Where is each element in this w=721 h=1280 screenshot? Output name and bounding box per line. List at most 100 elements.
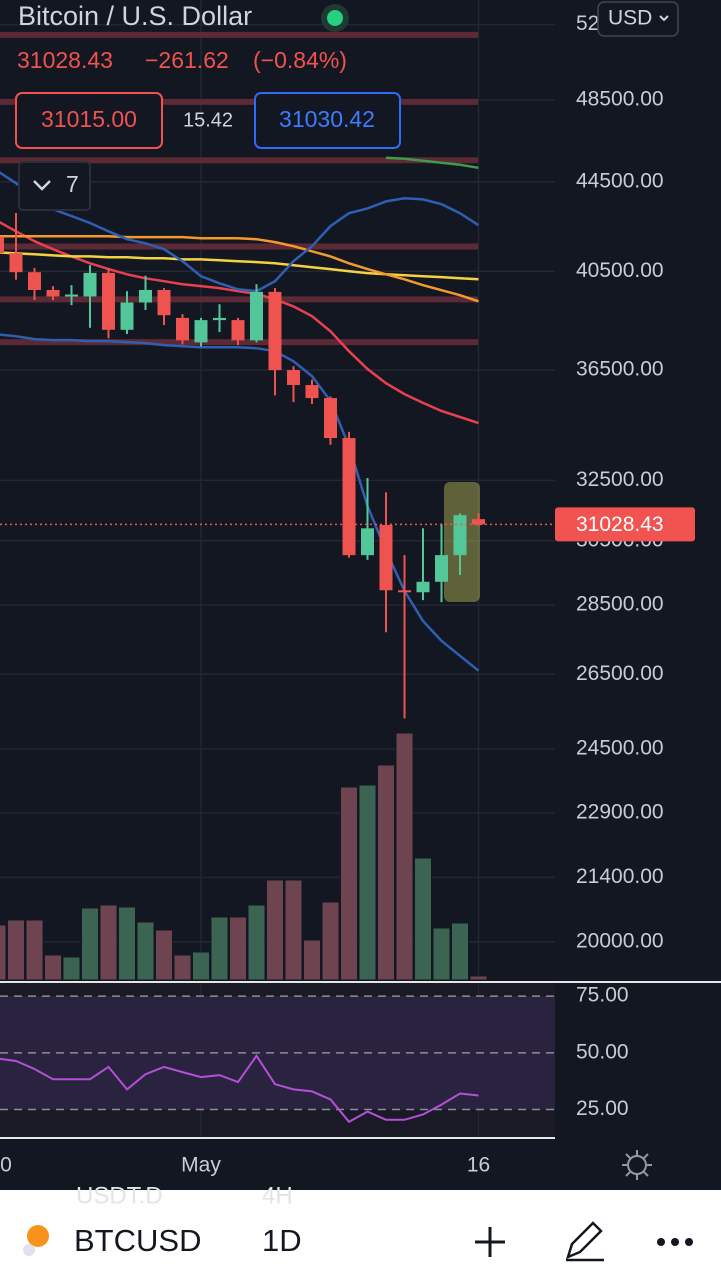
y-tick-label: 21400.00 xyxy=(576,865,664,888)
candle-body xyxy=(435,555,448,582)
currency[interactable]: USD xyxy=(608,7,652,30)
y-tick-label: 48500.00 xyxy=(576,88,664,111)
bid-price[interactable]: 31015.00 xyxy=(41,106,137,132)
volume-bar xyxy=(229,916,247,980)
y-tick-label: 36500.00 xyxy=(576,358,664,381)
settings-icon[interactable] xyxy=(622,1150,652,1180)
volume-bar xyxy=(247,904,266,980)
candle-body xyxy=(194,320,208,343)
volume-bar xyxy=(25,919,44,980)
indicator-line xyxy=(0,251,479,281)
volume-bar xyxy=(469,975,488,980)
bitcoin-icon xyxy=(27,1225,49,1247)
ask-price[interactable]: 31030.42 xyxy=(279,106,375,132)
candle-body xyxy=(139,289,152,303)
candle-body xyxy=(398,590,411,593)
y-tick-label: 24500.00 xyxy=(576,736,664,759)
indicator-line xyxy=(0,333,480,672)
volume-bar xyxy=(340,786,358,980)
last-price: 31028.43 xyxy=(17,47,113,73)
last-price-label: 31028.43 xyxy=(576,513,664,536)
volume-bar xyxy=(303,939,321,980)
candle-body xyxy=(102,272,115,330)
candle-body xyxy=(268,291,282,371)
y-tick-label: 20000.00 xyxy=(576,929,664,952)
candle-body xyxy=(28,272,41,290)
header: Bitcoin / U.S. Dollar 31028.43 −261.62 (… xyxy=(15,1,679,211)
rsi-tick-label: 25.00 xyxy=(576,1097,629,1120)
toolbar-background xyxy=(0,1190,721,1280)
buy-button[interactable] xyxy=(254,92,401,149)
indicators-count: 7 xyxy=(66,171,79,197)
volume-bar xyxy=(118,906,136,980)
volume-bar xyxy=(358,784,377,980)
candle-body xyxy=(287,370,300,386)
y-tick-label: 28500.00 xyxy=(576,593,664,616)
chevron-icon xyxy=(659,15,669,22)
candle-body xyxy=(342,438,356,556)
candle-body xyxy=(472,519,485,525)
spread: 15.42 xyxy=(183,109,233,131)
more-button[interactable] xyxy=(657,1238,693,1246)
toolbar: USDT.D 4H BTCUSD 1D xyxy=(0,1182,721,1280)
sell-button[interactable] xyxy=(15,92,163,149)
y-tick-label: 32500.00 xyxy=(576,468,664,491)
volume-bar xyxy=(395,732,414,980)
x-tick-label: 0 xyxy=(0,1154,12,1177)
volume-bar xyxy=(377,764,395,980)
currency-button[interactable] xyxy=(597,1,679,37)
volume-bar xyxy=(155,929,173,980)
usd-icon xyxy=(23,1244,35,1256)
y-tick-label: 22900.00 xyxy=(576,801,664,824)
candle-body xyxy=(250,291,263,341)
x-tick-label: May xyxy=(181,1154,221,1177)
candle-body xyxy=(83,272,97,297)
add-button[interactable] xyxy=(475,1227,505,1257)
last-price-tag xyxy=(555,507,695,542)
previous-symbol: USDT.D xyxy=(76,1182,163,1209)
volume-bar xyxy=(62,956,81,980)
candle-body xyxy=(9,253,23,273)
indicator-line xyxy=(0,171,480,293)
candle-body xyxy=(361,528,374,556)
interval[interactable]: 1D xyxy=(262,1223,302,1258)
volume-bar xyxy=(192,951,210,980)
candle-body xyxy=(416,581,430,593)
rsi-band xyxy=(0,996,555,1110)
symbol-title: Bitcoin / U.S. Dollar xyxy=(18,1,252,31)
rsi-tick-label: 75.00 xyxy=(576,984,629,1007)
rsi-tick-label: 50.00 xyxy=(576,1040,629,1063)
y-tick-label: 40500.00 xyxy=(576,259,664,282)
volume-bar xyxy=(414,857,432,980)
previous-interval: 4H xyxy=(262,1182,293,1209)
draw-button[interactable] xyxy=(566,1221,604,1262)
volume-bar xyxy=(81,907,99,980)
candle-body xyxy=(453,515,467,556)
volume-bar xyxy=(284,879,303,980)
y-tick-label: 26500.00 xyxy=(576,662,664,685)
symbol[interactable]: BTCUSD xyxy=(74,1223,201,1258)
candle-body xyxy=(46,289,60,297)
candle-body xyxy=(213,317,226,321)
volume-bar xyxy=(0,924,7,980)
y-tick-label: 44500.00 xyxy=(576,169,664,192)
indicator-line xyxy=(0,234,479,303)
candle-body xyxy=(120,302,134,330)
rsi-pane xyxy=(0,983,555,1137)
volume-bar xyxy=(173,954,192,980)
price-change-percent: (−0.84%) xyxy=(253,47,347,73)
candle-body xyxy=(0,236,4,254)
volume-bar xyxy=(99,904,118,980)
x-tick-label: 16 xyxy=(467,1154,490,1177)
candle-body xyxy=(324,398,337,439)
volume-bar xyxy=(321,901,340,980)
volume-bar xyxy=(136,921,155,980)
candle-body xyxy=(65,294,78,297)
chevron-icon xyxy=(33,180,51,191)
indicators-toggle[interactable] xyxy=(18,161,91,211)
candle-body xyxy=(176,317,189,341)
volume-bar xyxy=(210,916,229,980)
indicator-line xyxy=(0,220,479,425)
